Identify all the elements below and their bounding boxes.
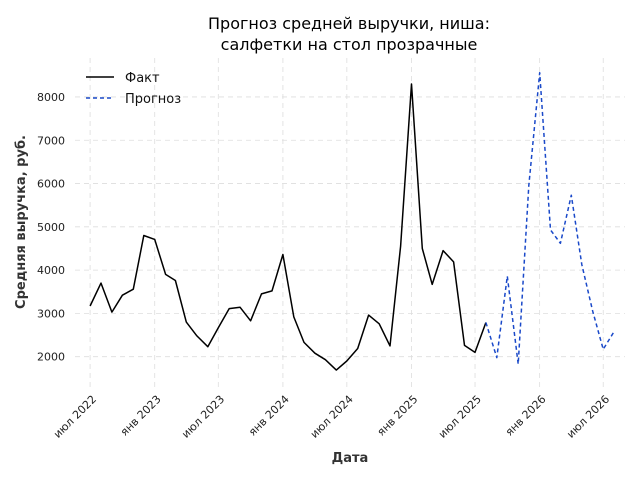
y-tick-label: 5000 — [37, 221, 65, 234]
series-line-0 — [89, 83, 487, 371]
legend: Факт Прогноз — [86, 71, 181, 107]
y-tick-label: 3000 — [37, 307, 65, 320]
y-tick-labels: 2000 3000 4000 5000 6000 7000 8000 — [37, 91, 65, 364]
y-tick-label: 4000 — [37, 264, 65, 277]
chart-title-line-1: Прогноз средней выручки, ниша: — [208, 14, 490, 33]
series-line-1 — [485, 71, 615, 365]
y-tick-label: 6000 — [37, 178, 65, 191]
chart-title-line-2: салфетки на стол прозрачные — [221, 35, 478, 54]
x-axis-label: Дата — [332, 451, 369, 466]
legend-label-fact: Факт — [125, 71, 160, 86]
y-tick-label: 8000 — [37, 91, 65, 104]
grid-x — [89, 58, 604, 387]
y-tick-label: 2000 — [37, 351, 65, 364]
grid-y — [75, 96, 625, 358]
y-axis-label: Средняя выручка, руб. — [14, 135, 29, 309]
y-tick-label: 7000 — [37, 134, 65, 147]
series-layer — [89, 71, 615, 371]
legend-label-forecast: Прогноз — [125, 92, 181, 107]
